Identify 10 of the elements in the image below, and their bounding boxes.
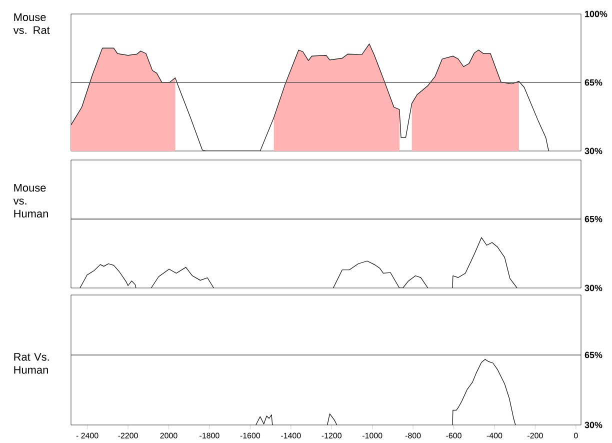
y-tick-label: 30% xyxy=(584,148,602,154)
y-tick-label: 65% xyxy=(584,352,602,358)
y-tick-label: 65% xyxy=(584,216,602,222)
y-tick-label: 100% xyxy=(585,10,608,18)
y-axis-title: Mouse vs. Human xyxy=(13,184,48,218)
y-axis-title: Mouse vs. Rat xyxy=(13,13,50,34)
y-tick-label: 30% xyxy=(584,284,602,292)
y-tick-label: 65% xyxy=(584,79,602,86)
y-axis-title: Rat Vs. Human xyxy=(14,353,49,374)
y-tick-label: 30% xyxy=(584,422,602,428)
